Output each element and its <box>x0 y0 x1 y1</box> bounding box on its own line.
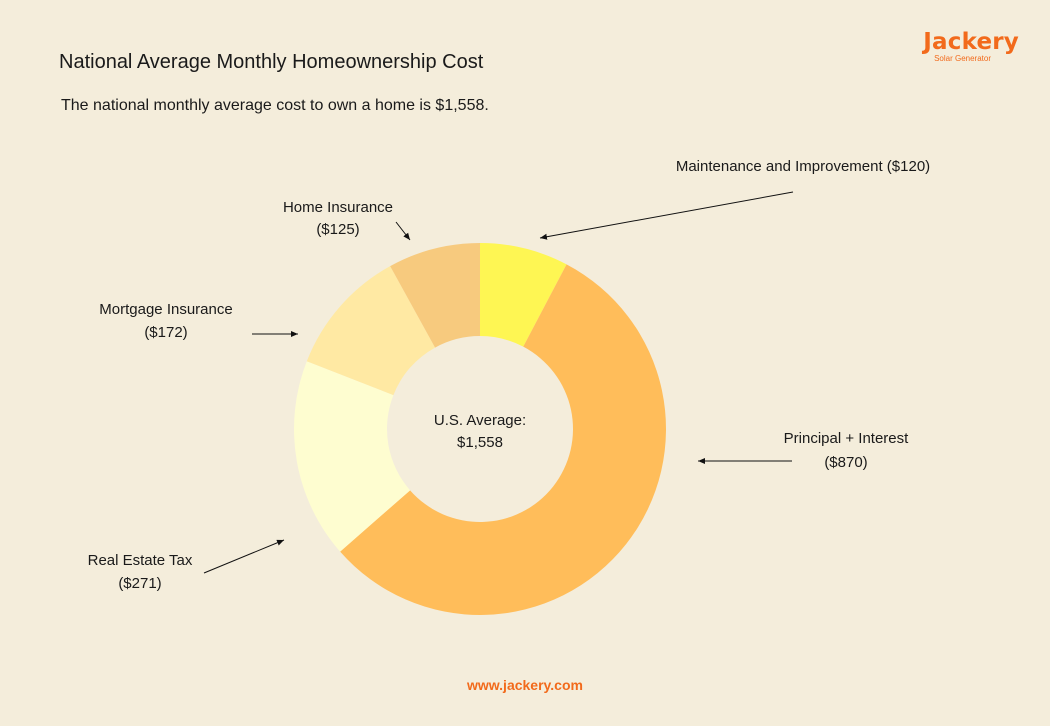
label-maintenance-and-improvement-line1: Maintenance and Improvement ($120) <box>676 158 930 175</box>
arrow-home-insurance <box>395 221 411 241</box>
label-home-insurance-line2: ($125) <box>316 221 359 238</box>
label-principal-interest-line2: ($870) <box>824 454 867 471</box>
slice-maintenance-and-improvement <box>480 243 567 347</box>
chart-subtitle: The national monthly average cost to own… <box>61 97 489 114</box>
label-home-insurance-line1: Home Insurance <box>283 199 393 216</box>
brand-tagline: Solar Generator <box>934 54 991 63</box>
center-label-line2: $1,558 <box>457 434 503 451</box>
brand-logo[interactable]: Jackery Solar Generator <box>905 30 1019 63</box>
chart-title: National Average Monthly Homeownership C… <box>59 51 484 73</box>
label-principal-interest-line1: Principal + Interest <box>784 430 909 447</box>
label-real-estate-tax-line2: ($271) <box>118 575 161 592</box>
center-label-line1: U.S. Average: <box>434 412 526 429</box>
brand-name: Jackery <box>923 29 1019 55</box>
label-real-estate-tax-line1: Real Estate Tax <box>88 552 193 569</box>
arrow-real-estate-tax <box>203 539 285 574</box>
slice-principal-interest <box>340 264 666 615</box>
slice-real-estate-tax <box>293 361 411 552</box>
slice-labels: Maintenance and Improvement ($120) Princi… <box>88 158 931 592</box>
slice-mortgage-insurance <box>306 266 436 396</box>
slice-home-insurance <box>390 243 480 348</box>
donut-slices <box>293 243 666 615</box>
label-mortgage-insurance-line1: Mortgage Insurance <box>99 301 232 318</box>
label-mortgage-insurance-line2: ($172) <box>144 324 187 341</box>
arrow-maintenance-and-improvement <box>539 191 794 240</box>
footer-url[interactable]: www.jackery.com <box>467 677 583 693</box>
label-arrows <box>203 191 794 574</box>
